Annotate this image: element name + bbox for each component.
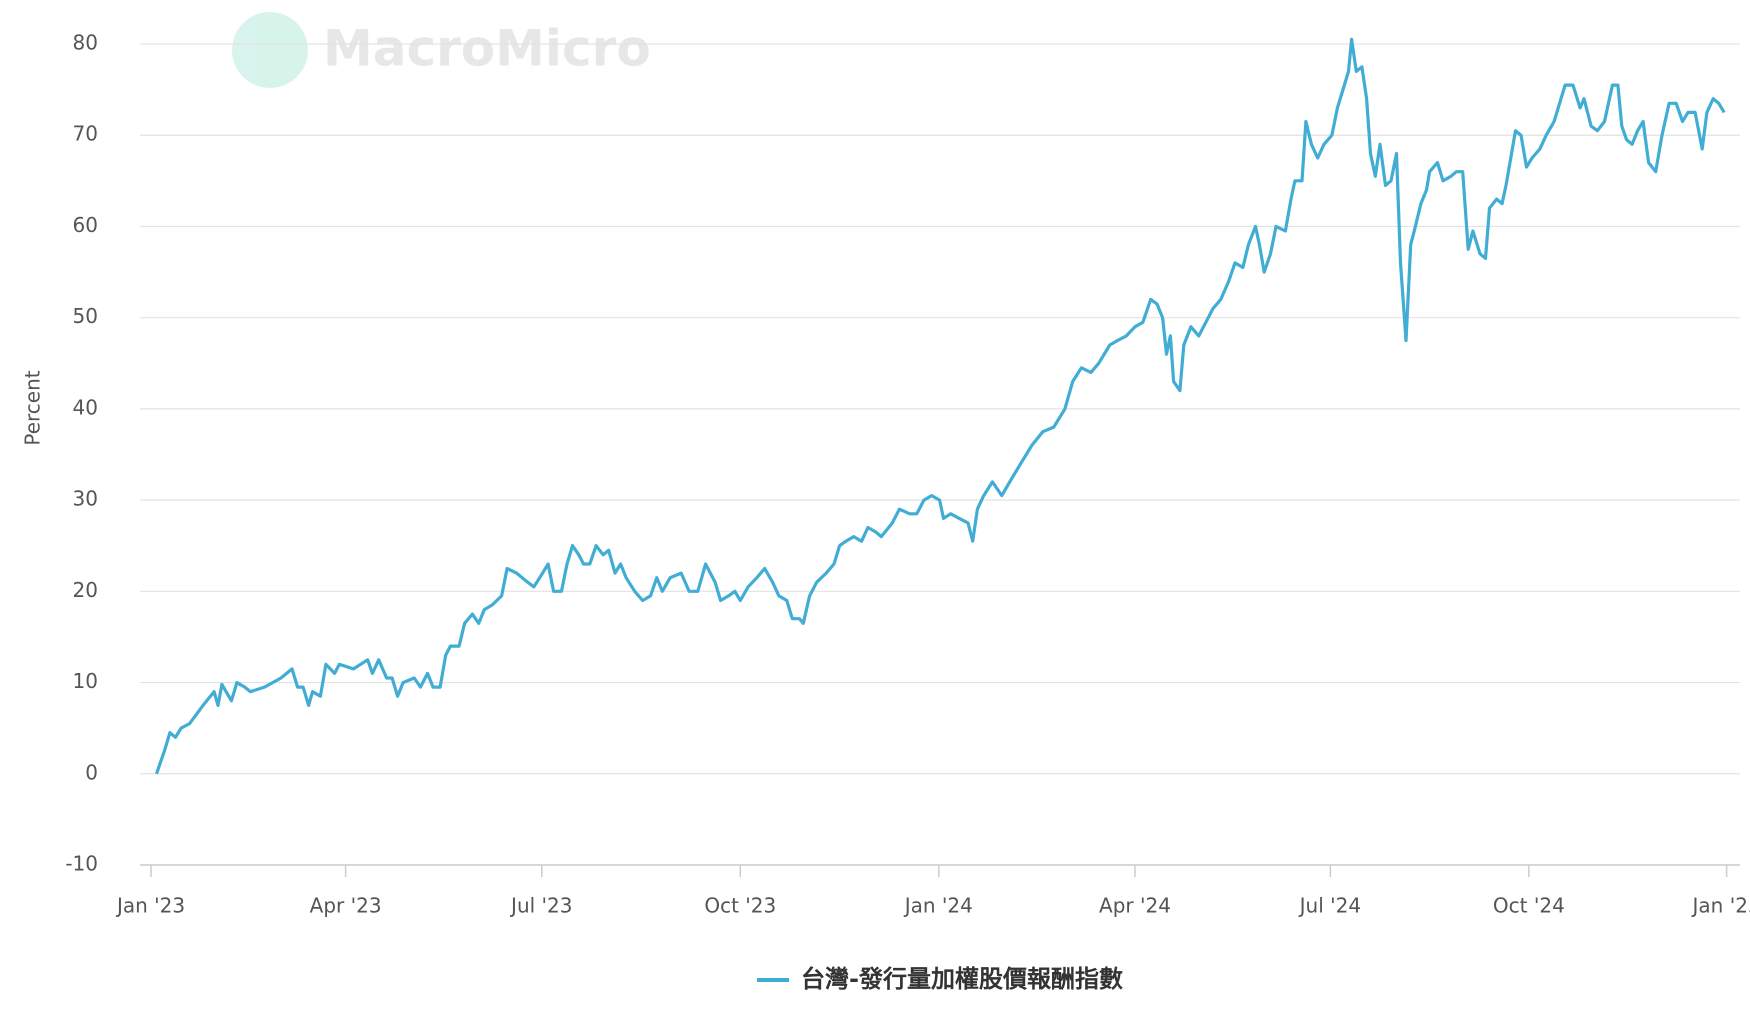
y-tick-label: 10: [73, 669, 98, 693]
x-tick-label: Oct '23: [704, 894, 776, 918]
y-tick-label: 70: [73, 122, 98, 146]
x-tick-label: Oct '24: [1493, 894, 1565, 918]
watermark: MacroMicro: [232, 12, 651, 88]
y-tick-label: 0: [85, 760, 98, 784]
x-tick-label: Jan '24: [903, 894, 973, 918]
y-tick-label: 40: [73, 395, 98, 419]
legend-label: 台灣-發行量加權股價報酬指數: [801, 965, 1123, 993]
y-tick-label: 60: [73, 213, 98, 237]
x-tick-label: Apr '24: [1099, 894, 1171, 918]
watermark-text: MacroMicro: [323, 20, 651, 78]
y-tick-label: 50: [73, 304, 98, 328]
y-tick-label: -10: [65, 852, 98, 876]
y-axis-label: Percent: [21, 370, 45, 445]
x-tick-label: Jan '25: [1691, 894, 1750, 918]
watermark-logo: [232, 12, 308, 88]
x-tick-label: Jul '24: [1298, 894, 1361, 918]
x-tick-label: Jul '23: [509, 894, 572, 918]
series-line: [154, 37, 1726, 775]
y-tick-label: 30: [73, 487, 98, 511]
y-tick-label: 20: [73, 578, 98, 602]
y-tick-label: 80: [73, 31, 98, 55]
x-tick-label: Apr '23: [310, 894, 382, 918]
x-tick-label: Jan '23: [115, 894, 185, 918]
